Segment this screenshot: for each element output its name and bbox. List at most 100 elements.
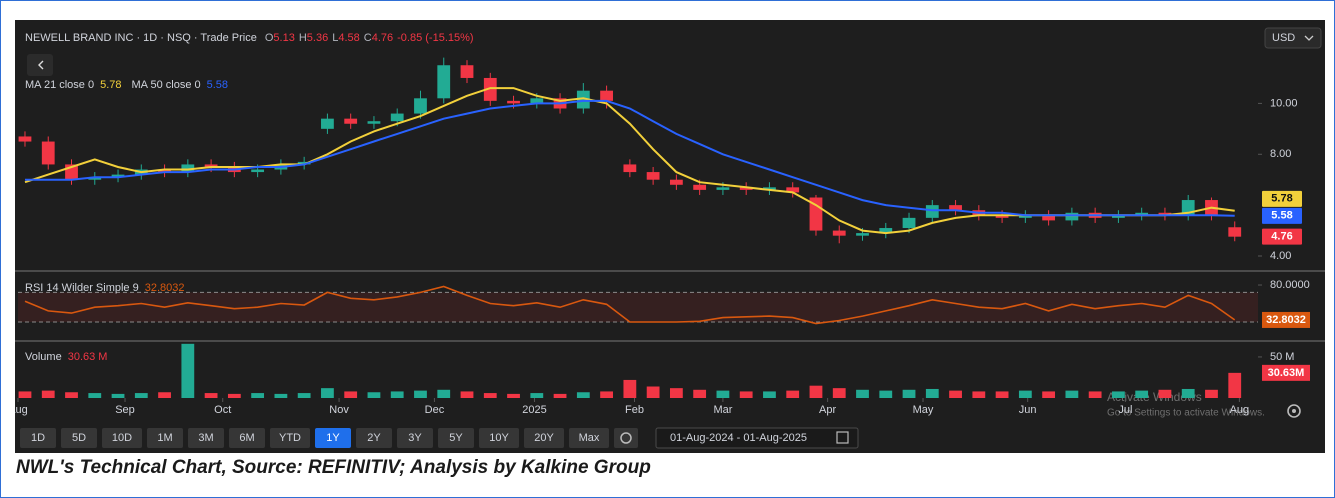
legend-value: 5.58 <box>207 79 228 91</box>
volume-bar <box>786 390 800 398</box>
volume-bar <box>972 391 986 398</box>
volume-legend-value: 30.63 M <box>68 351 108 363</box>
range-button[interactable] <box>569 428 609 448</box>
range-button-label: YTD <box>279 432 301 444</box>
range-button[interactable] <box>20 428 56 448</box>
rsi-line <box>24 285 1236 325</box>
range-button[interactable] <box>438 428 474 448</box>
volume-bar <box>809 385 823 398</box>
date-range-label: 01-Aug-2024 - 01-Aug-2025 <box>670 432 807 444</box>
rsi-tag <box>1262 311 1310 328</box>
volume-bar <box>41 390 55 398</box>
candle-body <box>111 174 125 178</box>
x-tick-label: 2025 <box>522 404 546 416</box>
ohlc-value: 4.58 <box>338 32 359 44</box>
date-range[interactable] <box>655 427 859 449</box>
range-button[interactable] <box>229 428 265 448</box>
candle-body <box>1042 215 1056 221</box>
range-button[interactable] <box>524 428 564 448</box>
settings-icon-center <box>1292 409 1296 413</box>
price-tag-label: 5.78 <box>1271 193 1292 205</box>
volume-bar <box>390 391 404 398</box>
candle-body <box>483 77 497 101</box>
volume-bar <box>111 393 125 398</box>
volume-bar <box>367 392 381 398</box>
range-button-label: 10D <box>112 432 132 444</box>
rsi-tag-label: 32.8032 <box>1266 314 1306 326</box>
range-button[interactable] <box>479 428 519 448</box>
price-tag <box>1262 190 1302 207</box>
volume-bar <box>693 389 707 398</box>
volume-bar <box>763 391 776 398</box>
volume-bar <box>995 391 1009 398</box>
range-button-label: 2Y <box>367 432 381 444</box>
y-tick-label: 4.00 <box>1270 250 1291 262</box>
volume-bar <box>18 391 32 398</box>
volume-bar <box>1065 390 1079 398</box>
candle-body <box>646 172 660 180</box>
volume-bar <box>1042 391 1056 398</box>
range-button[interactable] <box>397 428 433 448</box>
candle-body <box>1228 227 1242 237</box>
collapse-button[interactable] <box>27 54 53 76</box>
collapse-icon <box>38 60 44 70</box>
range-button[interactable] <box>315 428 351 448</box>
candle-body <box>1135 212 1149 216</box>
volume-bar <box>1135 390 1149 398</box>
candle-body <box>181 164 195 173</box>
x-tick-label: Aug <box>8 404 28 416</box>
ohlc-value: 4.76 <box>372 32 393 44</box>
range-button[interactable] <box>61 428 97 448</box>
range-button-label: 10Y <box>489 432 509 444</box>
range-settings[interactable] <box>614 428 638 448</box>
volume-bar <box>227 393 241 398</box>
volume-bar <box>297 393 311 398</box>
volume-bar <box>274 393 288 398</box>
volume-bar <box>925 388 939 398</box>
candle-body <box>158 169 171 173</box>
candle-body <box>809 197 823 231</box>
caption: NWL's Technical Chart, Source: REFINITIV… <box>16 457 651 478</box>
moving-average <box>25 99 1235 217</box>
candle-body <box>856 233 869 236</box>
candle-body <box>669 179 683 185</box>
candle-body <box>763 187 776 190</box>
candle-body <box>251 169 265 173</box>
range-button-label: Max <box>579 432 600 444</box>
range-button[interactable] <box>188 428 224 448</box>
dropdown-arrow <box>1304 35 1314 41</box>
y-tick-label: 10.00 <box>1270 97 1298 109</box>
volume-legend: Volume 30.63 M <box>25 351 107 363</box>
volume-bar <box>251 393 265 398</box>
legend-label: MA 21 close 0 <box>25 79 94 91</box>
price-tag <box>1262 228 1302 245</box>
volume-bar <box>669 388 683 398</box>
volume-bar <box>65 392 78 398</box>
calendar-icon <box>836 431 849 444</box>
range-button-label: 5Y <box>449 432 463 444</box>
candle-body <box>623 164 637 173</box>
price-tag-label: 4.76 <box>1271 231 1292 243</box>
candle-body <box>925 205 939 218</box>
range-button[interactable] <box>356 428 392 448</box>
volume-bar <box>1228 372 1242 398</box>
y-tick-label: 80.0000 <box>1270 279 1310 291</box>
range-button-label: 1D <box>31 432 45 444</box>
candle-body <box>716 187 730 190</box>
candle-body <box>88 177 102 180</box>
volume-bar <box>553 393 567 398</box>
volume-bar <box>1018 390 1032 398</box>
settings-icon[interactable] <box>1287 404 1301 418</box>
range-button[interactable] <box>270 428 310 448</box>
currency-select[interactable] <box>1264 27 1322 49</box>
candle-body <box>530 98 544 104</box>
candle-body <box>576 90 590 109</box>
volume-bar <box>902 389 916 398</box>
x-tick-label: Mar <box>713 404 732 416</box>
legend-value: 5.78 <box>100 79 121 91</box>
range-button[interactable] <box>147 428 183 448</box>
x-tick-label: Apr <box>819 404 836 416</box>
volume-bar <box>576 392 590 398</box>
range-button[interactable] <box>102 428 142 448</box>
